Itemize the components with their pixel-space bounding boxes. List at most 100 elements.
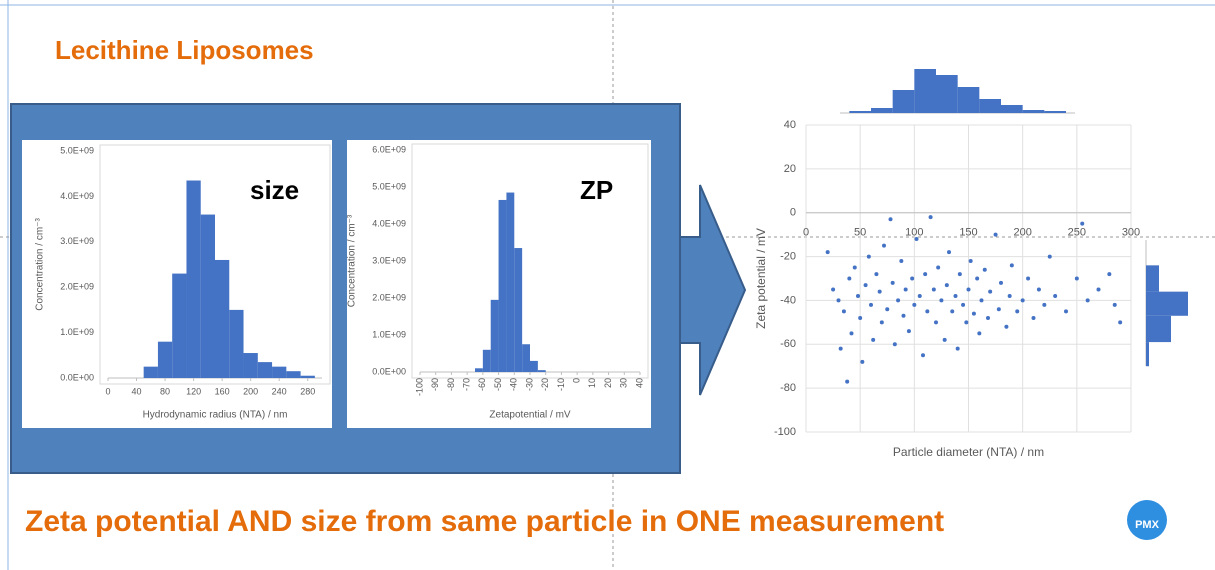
y-tick-label: 3.0E+09 xyxy=(372,255,406,265)
bar xyxy=(257,362,273,378)
y-tick-label: -40 xyxy=(780,294,796,306)
x-tick-label: 50 xyxy=(854,227,866,239)
point xyxy=(1080,221,1085,226)
point xyxy=(863,283,868,288)
chart-tag: ZP xyxy=(580,175,613,205)
point xyxy=(856,294,860,299)
y-tick-label: 20 xyxy=(784,163,796,175)
point xyxy=(979,298,984,303)
point xyxy=(838,346,843,351)
bar xyxy=(482,349,491,372)
bar xyxy=(957,87,980,113)
point xyxy=(831,287,836,292)
x-tick-label: -100 xyxy=(414,378,424,396)
point xyxy=(1031,315,1036,320)
point xyxy=(1107,272,1112,277)
point xyxy=(882,243,886,248)
point xyxy=(877,289,882,294)
x-tick-label: 40 xyxy=(634,378,644,388)
point xyxy=(921,353,925,358)
point xyxy=(931,287,936,292)
y-tick-label: 0.0E+00 xyxy=(60,372,94,382)
bar xyxy=(215,259,230,378)
point xyxy=(1007,294,1012,299)
y-tick-label: 5.0E+09 xyxy=(60,145,94,155)
x-tick-label: -10 xyxy=(556,378,566,391)
x-tick-label: 100 xyxy=(905,227,923,239)
point xyxy=(950,309,955,314)
title: Lecithine Liposomes xyxy=(55,35,314,65)
point xyxy=(961,302,966,307)
y-tick-label: 1.0E+09 xyxy=(372,329,406,339)
point xyxy=(999,280,1003,285)
point xyxy=(901,313,906,318)
y-tick-label: 2.0E+09 xyxy=(60,282,94,292)
y-tick-label: -100 xyxy=(774,426,796,438)
point xyxy=(988,289,993,294)
bar xyxy=(1044,111,1066,113)
y-tick-label: 2.0E+09 xyxy=(372,292,406,302)
x-tick-label: -30 xyxy=(524,378,534,391)
point xyxy=(968,258,973,263)
point xyxy=(910,276,915,281)
point xyxy=(866,254,871,259)
x-tick-label: -20 xyxy=(540,378,550,391)
point xyxy=(896,298,901,303)
point xyxy=(903,287,908,292)
x-tick-label: 0 xyxy=(572,378,582,383)
x-tick-label: -40 xyxy=(509,378,519,391)
bar xyxy=(914,69,936,113)
point xyxy=(934,320,938,325)
bar xyxy=(272,366,287,378)
point xyxy=(1004,324,1009,329)
bar xyxy=(498,199,507,372)
point xyxy=(836,298,841,303)
point xyxy=(1009,263,1014,268)
point xyxy=(939,298,944,303)
x-tick-label: 120 xyxy=(186,386,201,396)
bar xyxy=(200,214,215,378)
logo xyxy=(1127,500,1167,540)
x-tick-label: 0 xyxy=(803,227,809,239)
x-tick-label: 280 xyxy=(300,386,315,396)
point xyxy=(1112,302,1117,307)
y-tick-label: 40 xyxy=(784,119,796,131)
bar xyxy=(143,366,158,378)
point xyxy=(1085,298,1090,303)
point xyxy=(996,307,1001,312)
point xyxy=(1096,287,1101,292)
y-tick-label: -80 xyxy=(780,382,796,394)
x-tick-label: 30 xyxy=(619,378,629,388)
bar xyxy=(286,371,301,378)
point xyxy=(928,215,933,220)
point xyxy=(1036,287,1041,292)
y-axis-label: Zeta potential / mV xyxy=(754,228,768,329)
bar xyxy=(186,180,201,378)
x-tick-label: 300 xyxy=(1122,227,1140,239)
point xyxy=(971,311,976,316)
point xyxy=(1020,298,1025,303)
point xyxy=(955,346,960,351)
x-tick-label: 0 xyxy=(105,386,110,396)
point xyxy=(885,307,890,312)
bar xyxy=(849,111,871,113)
x-tick-label: 160 xyxy=(215,386,230,396)
point xyxy=(964,320,969,325)
bar xyxy=(871,108,893,113)
x-tick-label: 10 xyxy=(587,378,597,388)
point xyxy=(1015,309,1020,314)
x-tick-label: 200 xyxy=(1013,227,1031,239)
x-tick-label: 20 xyxy=(603,378,613,388)
point xyxy=(1118,320,1123,325)
caption: Zeta potential AND size from same partic… xyxy=(25,505,944,538)
bar xyxy=(522,344,530,372)
x-tick-label: -80 xyxy=(446,378,456,391)
bar xyxy=(172,273,187,378)
x-axis-label: Particle diameter (NTA) / nm xyxy=(893,445,1044,459)
point xyxy=(849,331,854,336)
point xyxy=(957,272,962,277)
point xyxy=(944,283,949,288)
x-tick-label: -60 xyxy=(477,378,487,391)
point xyxy=(841,309,846,314)
